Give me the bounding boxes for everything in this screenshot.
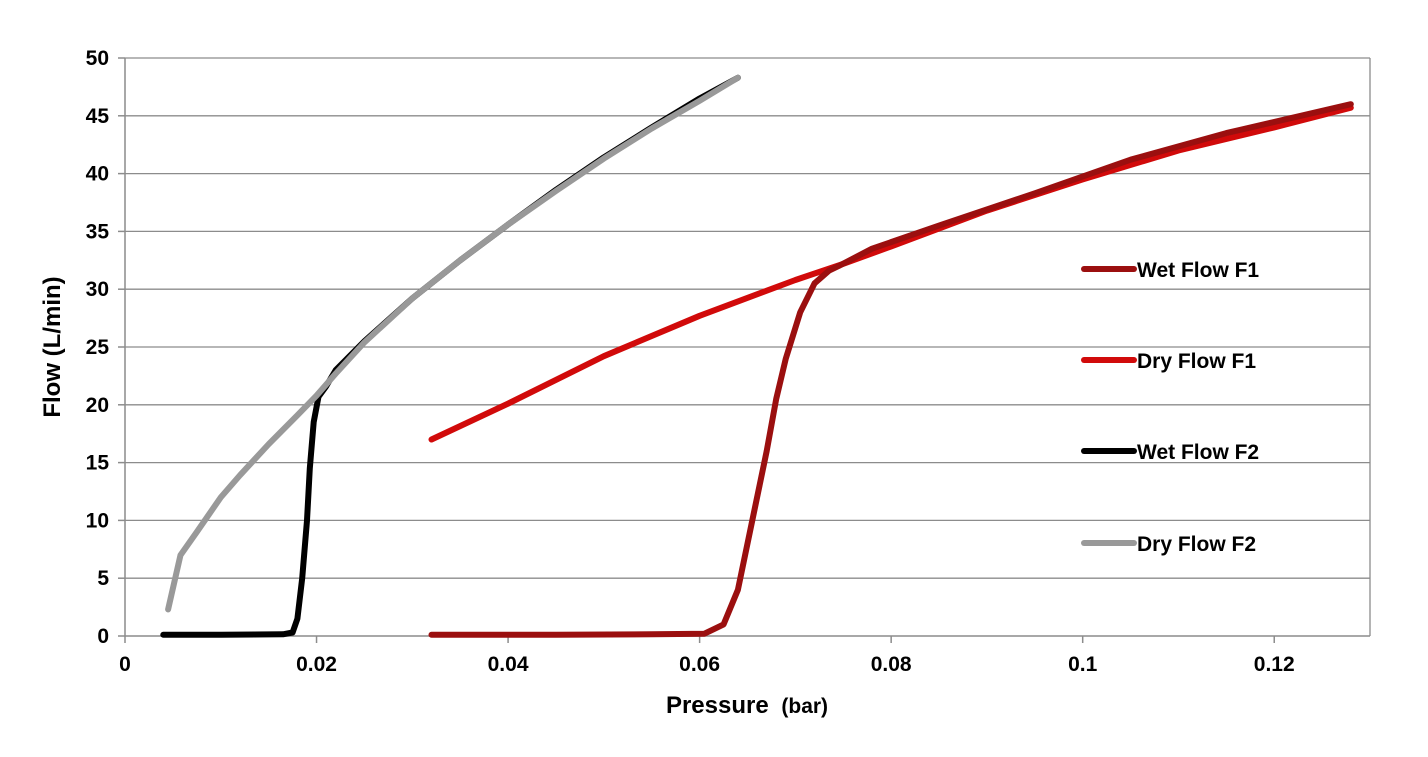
y-tick-label: 10	[86, 509, 109, 532]
axes	[118, 57, 1371, 643]
series-line-dry-flow-f2	[165, 74, 741, 613]
legend-item: Wet Flow F1	[1081, 259, 1259, 282]
y-tick-label: 5	[97, 567, 109, 590]
y-axis-title: Flow (L/min)	[39, 276, 66, 417]
x-axis-title-unit: (bar)	[781, 695, 828, 718]
series-line-dry-flow-f1	[428, 104, 1354, 443]
y-tick-label: 0	[97, 625, 109, 648]
legend-label: Dry Flow F1	[1137, 350, 1256, 373]
x-tick-label: 0.04	[488, 653, 529, 676]
legend-label: Wet Flow F2	[1137, 441, 1259, 464]
x-axis-title-main: Pressure	[666, 692, 769, 719]
series-line-wet-flow-f2	[160, 74, 741, 638]
y-tick-label: 25	[86, 336, 110, 359]
legend-label: Wet Flow F1	[1137, 259, 1259, 282]
x-tick-label: 0	[119, 653, 131, 676]
x-tick-label: 0.02	[296, 653, 337, 676]
legend-item: Dry Flow F2	[1081, 533, 1256, 556]
y-tick-label: 20	[86, 394, 109, 417]
series-line-wet-flow-f1	[428, 101, 1354, 638]
legend-item: Wet Flow F2	[1081, 441, 1259, 464]
y-tick-label: 40	[86, 163, 109, 186]
x-tick-label: 0.08	[871, 653, 912, 676]
y-tick-labels: 0 5 10 15 20 25 30 35 40 45 50	[86, 47, 110, 648]
legend-item: Dry Flow F1	[1081, 350, 1256, 373]
x-tick-labels: 0 0.02 0.04 0.06 0.08 0.1 0.12	[119, 653, 1295, 676]
x-tick-label: 0.12	[1254, 653, 1295, 676]
plot-series	[160, 74, 1354, 638]
x-tick-label: 0.1	[1068, 653, 1098, 676]
x-tick-label: 0.06	[679, 653, 720, 676]
y-tick-label: 35	[86, 220, 110, 243]
legend: Wet Flow F1 Dry Flow F1 Wet Flow F2 Dry Flo…	[1081, 259, 1259, 556]
grid-lines	[125, 57, 1370, 579]
x-axis-title: Pressure (bar)	[666, 692, 828, 719]
y-tick-label: 15	[86, 452, 110, 475]
legend-label: Dry Flow F2	[1137, 533, 1256, 556]
y-tick-label: 50	[86, 47, 109, 70]
y-tick-label: 30	[86, 278, 109, 301]
y-tick-label: 45	[86, 105, 110, 128]
